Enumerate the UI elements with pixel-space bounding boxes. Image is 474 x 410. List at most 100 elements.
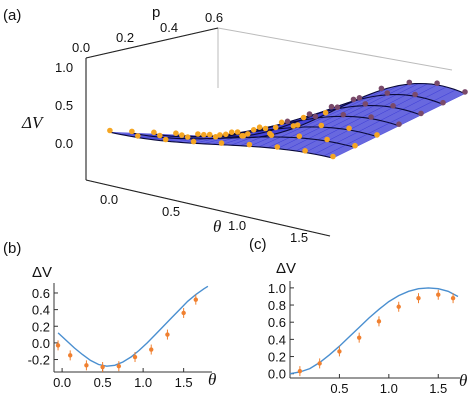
surface-data-point xyxy=(324,136,330,143)
panel-c-data-point xyxy=(356,335,362,340)
panel-b-y-tick-label: -0.2 xyxy=(28,353,50,368)
panel-b-theory-curve xyxy=(57,285,209,367)
panel-c-x-tick-label: 1.0 xyxy=(380,381,398,396)
panel-b-x-tick-label: 0.0 xyxy=(53,375,71,390)
surface-data-point xyxy=(234,129,241,135)
surface-data-point xyxy=(396,121,402,127)
panel-c-tag: (c) xyxy=(249,236,267,253)
panel-c-x-tick-label: 0.5 xyxy=(330,381,348,396)
surface-data-point xyxy=(245,131,251,137)
panel-c-y-tick-label: 0.8 xyxy=(268,298,286,313)
theta-tick-2: 1.0 xyxy=(228,218,246,233)
surface-data-point xyxy=(250,127,257,133)
surface-data-point xyxy=(412,91,418,98)
panel-a-theta-ticks: 0.0 0.5 1.0 1.5 θ xyxy=(100,192,308,245)
panel-c-data-point xyxy=(396,304,401,309)
surface-data-point xyxy=(201,131,207,138)
panel-b-series xyxy=(55,285,209,373)
panel-b-ylabel: ΔV xyxy=(32,264,52,281)
surface-data-point xyxy=(362,101,369,107)
surface-data-point xyxy=(306,111,313,117)
surface-data-point xyxy=(294,122,301,128)
surface-data-point xyxy=(418,110,424,117)
panel-c-x-tick-label: 1.5 xyxy=(429,381,447,396)
panel-c-data-point xyxy=(297,368,303,374)
panel-b-x-tick-label: 1.5 xyxy=(175,375,193,390)
panel-c-series xyxy=(289,287,459,377)
panel-b-data-point xyxy=(68,353,73,358)
panel-c-ylabel: ΔV xyxy=(276,260,296,277)
p-axis-label: p xyxy=(152,4,160,21)
surface-data-point xyxy=(179,132,185,138)
surface-data-point xyxy=(318,122,325,129)
surface-data-point xyxy=(157,132,163,139)
surface-data-point xyxy=(107,127,113,134)
panel-c-y-tick-label: 0.4 xyxy=(268,332,286,347)
surface-data-point xyxy=(334,104,341,110)
surface-data-point xyxy=(217,132,223,138)
panel-b-y-tick-label: 0.6 xyxy=(32,286,50,301)
surface-data-point xyxy=(440,99,446,106)
surface-data-point xyxy=(262,125,269,132)
surface-data-point xyxy=(162,136,169,143)
surface-data-point xyxy=(246,141,253,148)
panel-c-y-tick-label: 0.2 xyxy=(268,350,286,365)
panel-a-p-ticks: 0.0 0.2 0.4 0.6 p xyxy=(72,4,223,55)
surface-data-point xyxy=(356,95,363,101)
surface-data-point xyxy=(129,128,135,135)
surface-data-point xyxy=(378,85,385,92)
surface-data-point xyxy=(302,148,308,154)
panel-c-y-tick-label: 0.6 xyxy=(268,315,286,330)
surface-data-point xyxy=(462,89,468,95)
panel-c-theory-curve xyxy=(289,287,459,375)
theta-tick-1: 0.5 xyxy=(162,204,180,219)
panel-b-data-point xyxy=(132,354,138,360)
surface-data-point xyxy=(272,124,279,131)
surface-data-point xyxy=(312,113,319,120)
z-tick-1: 0.5 xyxy=(55,98,73,113)
panel-b-data-point xyxy=(193,297,198,302)
panel-b-y-tick-label: 0.0 xyxy=(32,336,50,351)
panel-b-x-tick-label: 0.5 xyxy=(94,375,112,390)
panel-c-data-point xyxy=(450,295,456,301)
panel-a-z-ticks: 1.0 0.5 0.0 ΔV xyxy=(21,60,73,151)
surface-data-point xyxy=(212,134,219,140)
surface-data-point xyxy=(296,133,303,139)
panel-c-y-tick-label: 0.0 xyxy=(268,367,286,382)
surface-data-point xyxy=(151,129,157,136)
surface-data-point xyxy=(190,138,197,145)
panel-b-x-tick-label: 1.0 xyxy=(134,375,152,390)
surface-data-point xyxy=(350,96,357,103)
panel-a: (a) 0.0 0.2 0.4 0.6 p 1.0 0.5 xyxy=(3,4,468,245)
panel-c-xlabel: θ xyxy=(459,371,467,390)
surface-data-point xyxy=(278,119,285,126)
surface-data-point xyxy=(135,133,141,139)
surface-data-point xyxy=(218,140,225,146)
panel-c-y-tick-label: 1.0 xyxy=(268,281,286,296)
surface-data-point xyxy=(346,125,352,132)
surface-data-point xyxy=(368,114,374,120)
surface-data-point xyxy=(330,153,336,160)
p-tick-0: 0.0 xyxy=(72,40,90,55)
panel-b: (b) ΔV θ -0.20.00.20.40.60.0 0.5 1.0 1.5 xyxy=(3,240,216,390)
surface-data-point xyxy=(390,103,396,109)
surface-data-point xyxy=(223,131,229,138)
surface-data-point xyxy=(239,133,245,139)
panel-c-data-point xyxy=(337,349,342,354)
panel-c-data-point xyxy=(436,292,441,297)
z-axis-label: ΔV xyxy=(21,113,45,132)
panel-b-y-tick-label: 0.2 xyxy=(32,319,50,334)
theta-axis-label: θ xyxy=(213,217,221,236)
panel-c-data-point xyxy=(317,361,322,366)
surface-data-point xyxy=(256,124,263,130)
surface-data-point xyxy=(184,134,191,140)
surface-data-point xyxy=(206,131,213,138)
surface-data-point xyxy=(340,111,347,118)
panel-b-data-point xyxy=(116,363,122,369)
panel-b-axes: -0.20.00.20.40.60.0 0.5 1.0 1.5 xyxy=(28,283,212,390)
panel-b-data-point xyxy=(165,332,170,337)
panel-b-xlabel: θ xyxy=(208,370,216,389)
surface-data-point xyxy=(374,132,380,138)
surface-data-point xyxy=(434,80,440,86)
